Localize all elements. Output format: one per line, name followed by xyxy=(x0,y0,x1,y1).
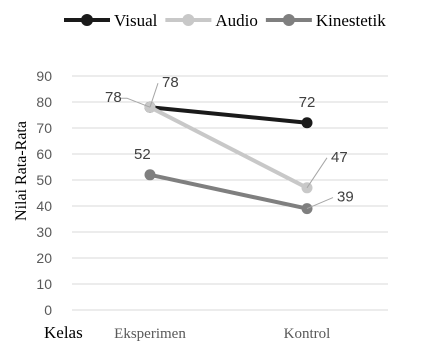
x-axis-label: Kelas xyxy=(44,323,83,341)
gridlines xyxy=(72,75,388,311)
legend-item-audio: Audio xyxy=(165,11,258,30)
legend-marker xyxy=(282,14,295,26)
y-axis-ticks: 0 10 20 30 40 50 60 70 80 90 xyxy=(36,68,52,318)
data-label-kinestetik-eksperimen: 52 xyxy=(134,146,151,163)
y-tick-label: 80 xyxy=(36,94,52,110)
y-tick-label: 70 xyxy=(36,120,52,136)
legend-label: Audio xyxy=(215,11,258,30)
series-visual xyxy=(144,101,313,129)
legend-marker xyxy=(182,14,195,26)
series-line-visual xyxy=(148,105,309,125)
label-leader xyxy=(149,83,159,108)
legend-item-visual: Visual xyxy=(64,11,158,30)
data-labels: 78 72 78 47 52 39 xyxy=(105,74,354,210)
legend-label: Visual xyxy=(114,11,158,30)
y-tick-label: 50 xyxy=(36,172,52,188)
series-line-kinestetik xyxy=(148,172,309,211)
label-leader xyxy=(121,97,151,108)
label-leader xyxy=(306,157,328,189)
x-tick-label-kontrol: Kontrol xyxy=(284,326,331,341)
series-lines xyxy=(144,101,313,215)
x-axis-ticks: Eksperimen Kontrol xyxy=(114,326,330,341)
x-tick-label-eksperimen: Eksperimen xyxy=(114,326,186,341)
data-point-kinestetik-eksperimen xyxy=(144,169,156,181)
data-point-visual-kontrol xyxy=(301,117,313,129)
data-label-visual-kontrol: 72 xyxy=(299,94,316,111)
y-tick-label: 60 xyxy=(36,146,52,162)
label-leader xyxy=(306,197,334,210)
data-label-audio-eksperimen: 78 xyxy=(162,74,179,91)
y-tick-label: 0 xyxy=(44,302,52,318)
data-label-visual-eksperimen: 78 xyxy=(105,89,122,106)
series-line-audio xyxy=(148,105,309,190)
data-label-audio-kontrol: 47 xyxy=(331,149,348,166)
data-label-kinestetik-kontrol: 39 xyxy=(337,189,354,206)
legend-label: Kinestetik xyxy=(316,11,386,30)
legend-item-kinestetik: Kinestetik xyxy=(265,11,386,30)
y-tick-label: 90 xyxy=(36,68,52,84)
y-axis-label: Nilai Rata-Rata xyxy=(13,121,30,221)
y-tick-label: 40 xyxy=(36,198,52,214)
y-tick-label: 30 xyxy=(36,224,52,240)
y-tick-label: 10 xyxy=(36,276,52,292)
y-tick-label: 20 xyxy=(36,250,52,266)
legend: Visual Audio Kinestetik xyxy=(64,11,386,30)
legend-marker xyxy=(81,14,93,26)
